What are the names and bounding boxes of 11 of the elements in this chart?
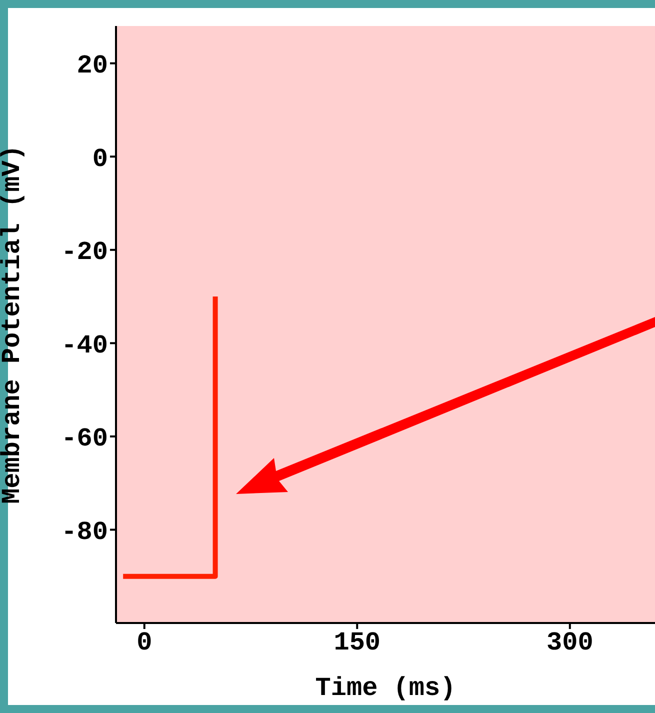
x-tick-label: 300 [546, 627, 594, 658]
x-tick-label: 0 [136, 627, 152, 658]
y-tick-label: -20 [61, 237, 108, 268]
y-tick-label: -80 [61, 516, 108, 547]
y-tick-label: -40 [61, 330, 108, 360]
y-tick-label: 0 [92, 144, 108, 174]
y-tick-label: 20 [76, 50, 108, 81]
y-axis-title: Membrane Potential (mV) [0, 145, 28, 504]
y-tick-label: -60 [61, 424, 108, 454]
x-tick-label: 150 [334, 627, 381, 658]
x-axis-title: Time (ms) [315, 673, 456, 703]
